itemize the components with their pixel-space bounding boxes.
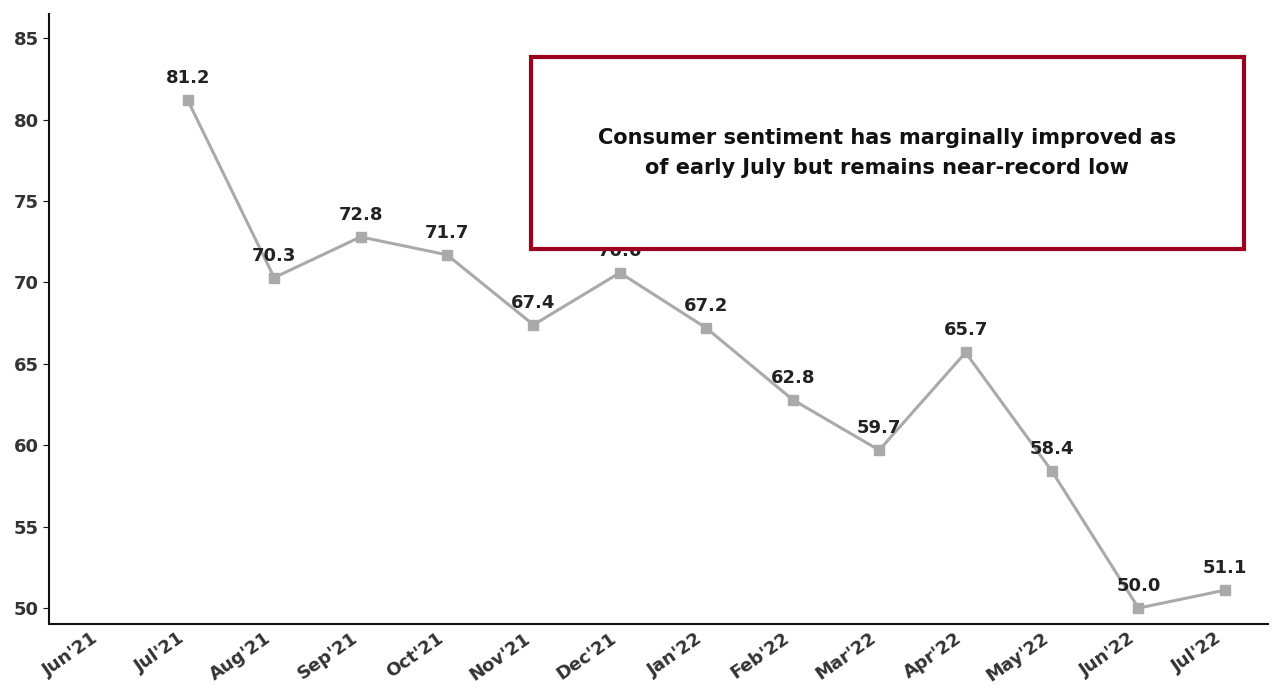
Text: 70.6: 70.6 (597, 242, 642, 260)
Text: 50.0: 50.0 (1117, 577, 1160, 595)
Text: 67.2: 67.2 (685, 297, 728, 315)
Text: 70.3: 70.3 (253, 247, 296, 265)
Text: 58.4: 58.4 (1029, 440, 1074, 459)
Text: 67.4: 67.4 (512, 294, 555, 312)
FancyBboxPatch shape (531, 57, 1244, 249)
Text: 71.7: 71.7 (424, 224, 469, 242)
Text: 81.2: 81.2 (165, 69, 210, 87)
Text: 65.7: 65.7 (944, 322, 988, 340)
Text: 62.8: 62.8 (770, 368, 815, 387)
Text: 59.7: 59.7 (856, 419, 901, 437)
Text: 51.1: 51.1 (1203, 559, 1247, 577)
Text: 72.8: 72.8 (338, 206, 383, 224)
Text: Consumer sentiment has marginally improved as
of early July but remains near-rec: Consumer sentiment has marginally improv… (599, 128, 1177, 178)
